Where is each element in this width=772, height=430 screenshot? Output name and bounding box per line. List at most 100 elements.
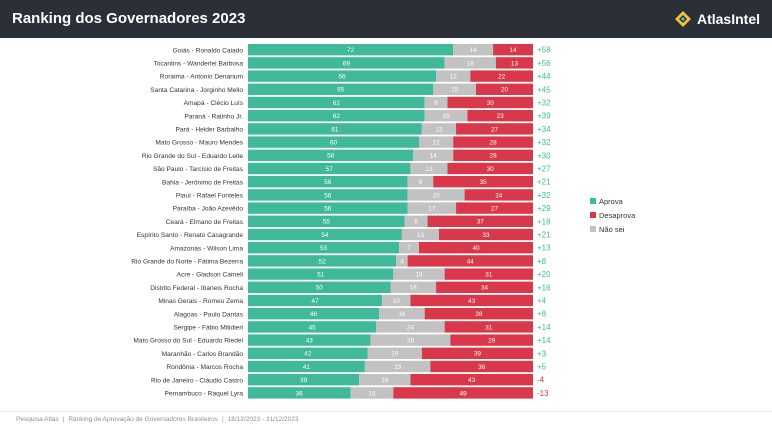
bar-segment-desaprova — [410, 374, 533, 386]
bar-segment-nosei — [396, 255, 408, 267]
data-label: 54 — [321, 232, 329, 239]
data-label: 12 — [435, 126, 443, 133]
category-label: Paraíba - João Azevêdo — [173, 206, 244, 213]
data-label: 15 — [368, 390, 376, 397]
net-score-label: +16 — [537, 283, 551, 292]
net-score-label: +13 — [537, 244, 551, 253]
footer-source: Pesquisa Atlas — [16, 416, 59, 423]
bar-segment-aprova — [248, 255, 397, 267]
bar-segment-aprova — [248, 281, 391, 293]
net-score-label: +3 — [537, 349, 547, 358]
category-label: Sergipe - Fábio Mitidieri — [173, 325, 243, 332]
data-label: 17 — [428, 206, 436, 213]
data-label: 20 — [433, 192, 441, 199]
bar-segment-desaprova — [453, 136, 533, 148]
category-label: Amapá - Clécio Luís — [184, 100, 244, 107]
category-label: Minas Gerais - Romeu Zema — [158, 298, 243, 305]
bar-segment-aprova — [248, 215, 405, 227]
data-label: 72 — [347, 47, 355, 54]
data-label: 62 — [333, 100, 341, 107]
data-label: 18 — [381, 377, 389, 384]
bar-segment-aprova — [248, 44, 454, 56]
legend-swatch — [590, 226, 596, 232]
data-label: 56 — [324, 206, 332, 213]
category-label: Maranhão - Carlos Brandão — [162, 351, 244, 358]
bar-segment-desaprova — [407, 255, 533, 267]
category-label: Espírito Santo - Renato Casagrande — [137, 232, 244, 239]
bar-segment-nosei — [424, 110, 468, 122]
net-score-label: +29 — [537, 204, 551, 213]
data-label: 13 — [425, 166, 433, 173]
bar-segment-desaprova — [456, 202, 533, 214]
category-label: Rio Grande do Sul - Eduardo Leite — [142, 153, 243, 160]
bar-segment-desaprova — [464, 189, 533, 201]
atlas-logo-icon — [674, 11, 691, 27]
bar-segment-nosei — [436, 70, 471, 82]
data-label: 8 — [434, 100, 438, 107]
data-label: 24 — [495, 192, 503, 199]
data-label: 19 — [391, 351, 399, 358]
data-label: 56 — [324, 192, 332, 199]
bar-segment-desaprova — [427, 215, 533, 227]
data-label: 30 — [487, 100, 495, 107]
data-label: 51 — [317, 272, 325, 279]
bar-segment-aprova — [248, 387, 351, 399]
bar-segment-nosei — [381, 294, 411, 307]
bar-segment-desaprova — [430, 360, 533, 373]
data-label: 55 — [323, 219, 331, 226]
data-label: 15 — [443, 113, 451, 120]
footer-divider — [0, 411, 772, 412]
data-label: 34 — [481, 285, 489, 292]
header-bar: Ranking dos Governadores 2023 AtlasIntel — [0, 0, 772, 38]
data-label: 61 — [331, 126, 339, 133]
bar-segment-desaprova — [438, 228, 533, 241]
legend-label: Não sei — [599, 225, 625, 234]
category-label: Amazonas - Wilson Lima — [170, 245, 243, 252]
category-label: Roraima - Antonio Denarium — [160, 74, 244, 81]
bar-segment-aprova — [248, 83, 434, 95]
data-label: 49 — [460, 390, 468, 397]
net-score-label: +32 — [537, 138, 551, 147]
net-score-label: +5 — [537, 363, 547, 372]
data-label: 66 — [338, 74, 346, 81]
net-score-label: +56 — [537, 59, 551, 68]
bar-segment-nosei — [419, 136, 454, 148]
bar-segment-desaprova — [450, 334, 533, 346]
data-label: 58 — [327, 153, 335, 160]
legend-swatch — [590, 198, 596, 204]
governors-ranking-chart: Goiás - Ronaldo Caiado 72 14 14 +58Tocantins… — [131, 44, 636, 399]
net-score-label: +39 — [537, 112, 551, 121]
data-label: 50 — [316, 285, 324, 292]
category-label: Goiás - Ronaldo Caiado — [173, 47, 244, 54]
bar-segment-nosei — [421, 123, 457, 135]
bar-segment-aprova — [248, 202, 408, 214]
net-score-label: +45 — [537, 85, 551, 94]
footer-dates: 18/12/2023 - 31/12/2023 — [227, 416, 299, 423]
data-label: 12 — [450, 74, 458, 81]
data-label: 23 — [497, 113, 505, 120]
data-label: 36 — [296, 390, 304, 397]
net-score-label: +32 — [537, 99, 551, 108]
category-label: Paraná - Ratinho Jr. — [184, 113, 243, 120]
bar-segment-desaprova — [447, 162, 533, 175]
chart-area: Goiás - Ronaldo Caiado 72 14 14 +58 Tocantins… — [0, 38, 772, 410]
data-label: 52 — [319, 258, 327, 265]
bar-segment-aprova — [248, 321, 377, 333]
bar-segment-desaprova — [453, 149, 533, 161]
bar-segment-desaprova — [436, 281, 533, 293]
data-label: 7 — [407, 245, 411, 252]
data-label: 43 — [468, 298, 476, 305]
category-label: Santa Catarina - Jorginho Mello — [150, 87, 243, 94]
category-label: Rio de Janeiro - Cláudio Castro — [151, 377, 243, 384]
net-score-label: +58 — [537, 46, 551, 55]
page-title: Ranking dos Governadores 2023 — [12, 10, 246, 27]
data-label: 20 — [501, 87, 509, 94]
bar-segment-nosei — [404, 215, 428, 227]
net-score-label: +18 — [537, 217, 551, 226]
legend-label: Desaprova — [599, 211, 636, 220]
net-score-label: +34 — [537, 125, 551, 134]
data-label: 27 — [491, 126, 499, 133]
bar-segment-aprova — [248, 57, 445, 69]
data-label: 41 — [303, 364, 311, 371]
data-label: 65 — [337, 87, 345, 94]
